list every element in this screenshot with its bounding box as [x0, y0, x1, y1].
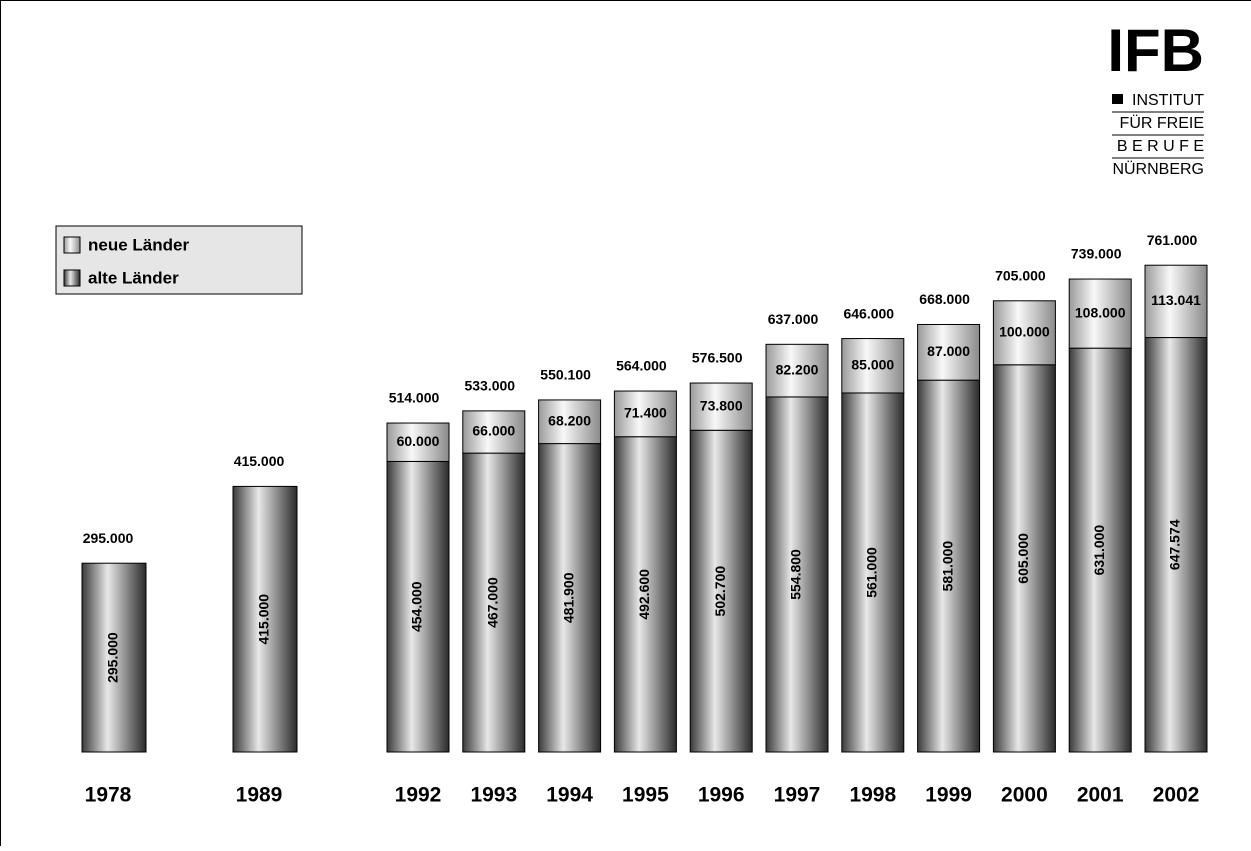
total-label: 637.000 [768, 311, 819, 327]
value-label: 415.000 [256, 594, 272, 645]
x-tick-label: 1996 [698, 784, 745, 807]
value-label: 85.000 [851, 356, 894, 372]
x-tick-label: 1994 [546, 784, 593, 807]
total-label: 295.000 [83, 530, 134, 546]
x-tick-label: 1999 [925, 784, 972, 807]
value-label: 631.000 [1091, 525, 1107, 576]
value-label: 71.400 [624, 405, 667, 421]
value-label: 82.200 [776, 361, 819, 377]
value-label: 561.000 [864, 547, 880, 598]
x-tick-label: 1989 [236, 784, 283, 807]
logo-name: IFB [1107, 17, 1204, 84]
value-label: 66.000 [472, 423, 515, 439]
logo: IFB INSTITUT FÜR FREIE B E R U F E NÜRNB… [1107, 17, 1204, 178]
value-label: 581.000 [939, 541, 955, 592]
total-label: 576.500 [692, 350, 743, 366]
x-tick-label: 1998 [849, 784, 896, 807]
x-tick-label: 2001 [1077, 784, 1124, 807]
logo-line: B E R U F E [1117, 138, 1204, 155]
value-label: 113.041 [1151, 292, 1201, 308]
value-label: 502.700 [712, 566, 728, 617]
legend-swatch [64, 237, 80, 253]
logo-line: NÜRNBERG [1112, 160, 1204, 178]
logo-square [1112, 94, 1123, 104]
value-label: 73.800 [700, 397, 743, 413]
value-label: 454.000 [409, 581, 425, 632]
logo-line: FÜR FREIE [1120, 114, 1204, 132]
legend: neue Länder alte Länder [56, 226, 302, 294]
value-label: 554.800 [788, 549, 804, 600]
value-label: 492.600 [636, 569, 652, 620]
total-label: 550.100 [540, 367, 591, 383]
x-tick-label: 1997 [774, 784, 821, 807]
total-label: 668.000 [919, 291, 970, 307]
legend-swatch [64, 270, 80, 286]
value-label: 68.200 [548, 412, 591, 428]
value-label: 605.000 [1015, 533, 1031, 584]
logo-line: INSTITUT [1132, 92, 1204, 109]
value-label: 295.000 [105, 632, 121, 683]
value-label: 481.900 [560, 572, 576, 623]
total-label: 761.000 [1147, 232, 1198, 248]
total-label: 705.000 [995, 268, 1046, 284]
value-label: 467.000 [485, 577, 501, 628]
total-label: 646.000 [843, 305, 894, 321]
value-label: 100.000 [999, 324, 1050, 340]
x-tick-label: 1992 [395, 784, 442, 807]
total-label: 533.000 [464, 378, 515, 394]
x-tick-label: 2000 [1001, 784, 1048, 807]
value-label: 647.574 [1167, 519, 1183, 570]
value-label: 108.000 [1075, 304, 1126, 320]
x-tick-label: 1995 [622, 784, 669, 807]
total-label: 415.000 [234, 453, 285, 469]
total-label: 514.000 [389, 390, 440, 406]
value-label: 60.000 [397, 433, 440, 449]
value-label: 87.000 [927, 343, 970, 359]
x-tick-label: 2002 [1153, 784, 1200, 807]
x-tick-label: 1978 [85, 784, 132, 807]
total-label: 564.000 [616, 358, 667, 374]
total-label: 739.000 [1071, 246, 1122, 262]
x-tick-label: 1993 [470, 784, 517, 807]
legend-label: neue Länder [88, 235, 189, 254]
legend-label: alte Länder [88, 268, 179, 287]
